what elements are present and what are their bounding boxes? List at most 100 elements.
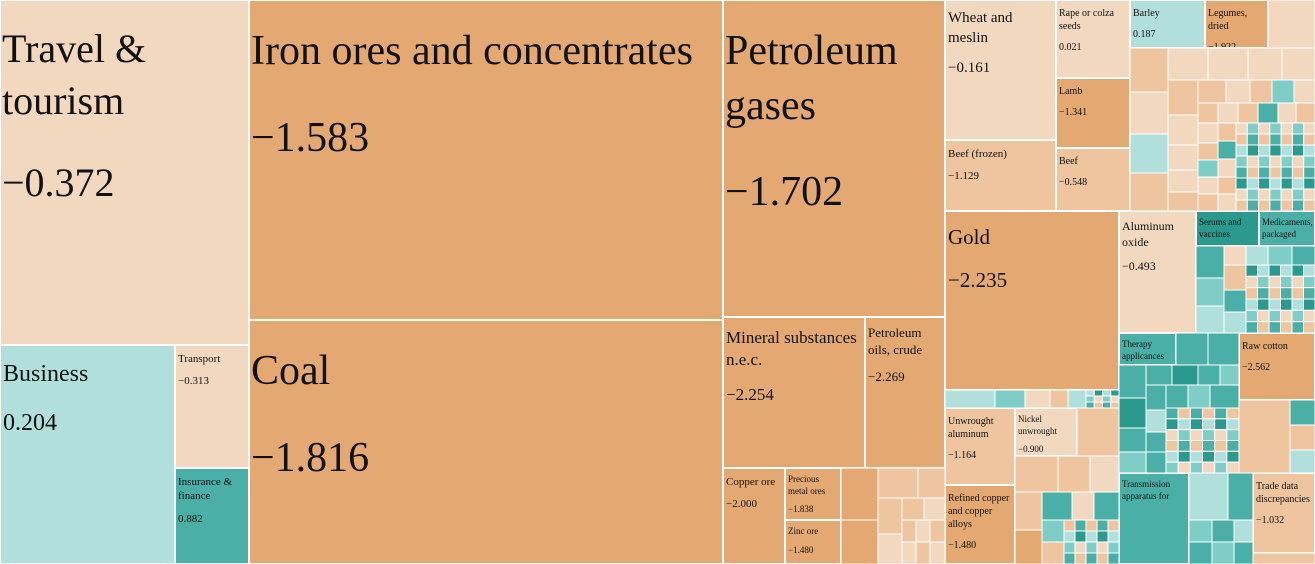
treemap-tile: Unwrought aluminum −1.164 [945, 408, 1015, 485]
treemap-tile: Coal −1.816 [249, 320, 723, 564]
mosaic-tile-0-1-1 [1246, 133, 1260, 146]
tile-value: −0.313 [178, 375, 209, 388]
treemap-tile: Petroleum gases −1.702 [723, 0, 945, 317]
mosaic-tile-0-2-0 [1235, 144, 1248, 157]
filler-tile-10 [1197, 79, 1227, 104]
tile-value: −2.254 [726, 385, 774, 405]
filler-tile-138 [1041, 519, 1065, 543]
filler-tile-28 [1197, 176, 1219, 195]
mosaic-tile-1-4-2 [1268, 309, 1281, 323]
mosaic-tile-5-0-3 [1096, 519, 1109, 532]
treemap-tile: Legumes, dried −1.922 [1205, 0, 1268, 48]
mosaic-tile-0-0-5 [1291, 122, 1305, 135]
tile-value: −0.900 [1018, 444, 1044, 455]
filler-tile-154 [901, 519, 917, 543]
mosaic-tile-0-0-0 [1235, 122, 1248, 135]
tile-value: −1.816 [251, 434, 370, 481]
filler-tile-148 [877, 467, 919, 499]
filler-tile-85 [1197, 364, 1221, 386]
filler-tile-132 [1089, 455, 1120, 493]
tile-label: Wheat and meslin [948, 10, 1013, 46]
mosaic-tile-5-3-1 [1074, 552, 1087, 564]
tile-value: −1.032 [1256, 515, 1285, 526]
tile-value: 0.882 [178, 512, 203, 525]
mosaic-tile-2-1-3 [1202, 418, 1216, 431]
filler-tile-14 [1293, 79, 1315, 104]
filler-tile-158 [915, 541, 931, 564]
mosaic-tile-5-3-4 [1107, 552, 1120, 564]
mosaic-tile-0-7-5 [1291, 199, 1305, 212]
mosaic-tile-0-4-3 [1269, 166, 1282, 179]
filler-tile-59 [1291, 245, 1315, 266]
mosaic-tile-0-4-2 [1258, 166, 1271, 179]
treemap-tile: Barley 0.187 [1130, 0, 1205, 48]
tile-value: −1.129 [948, 170, 979, 183]
mosaic-tile-2-3-1 [1177, 440, 1191, 452]
treemap-tile: Raw cotton −2.562 [1239, 333, 1315, 400]
mosaic-tile-1-1-5 [1303, 275, 1315, 289]
mosaic-tile-5-3-0 [1063, 552, 1076, 564]
tile-value: −0.548 [1059, 177, 1088, 188]
filler-tile-61 [1195, 305, 1225, 334]
mosaic-tile-4-1-2 [1102, 395, 1112, 403]
mosaic-tile-0-2-3 [1269, 144, 1282, 157]
filler-tile-25 [1197, 122, 1219, 144]
filler-tile-115 [1188, 519, 1213, 543]
tile-value: −0.493 [1122, 259, 1156, 274]
mosaic-tile-5-1-4 [1107, 530, 1120, 543]
mosaic-tile-0-3-2 [1258, 155, 1271, 168]
filler-tile-40 [1217, 158, 1237, 178]
tile-label: Trade data discrepancies [1256, 481, 1310, 505]
filler-tile-110 [1289, 399, 1315, 426]
filler-tile-91 [1145, 409, 1167, 433]
mosaic-tile-1-0-5 [1303, 264, 1315, 277]
treemap-tile: Transmission apparatus for [1119, 473, 1189, 564]
filler-tile-4 [1247, 47, 1283, 81]
filler-tile-23 [1277, 102, 1297, 124]
mosaic-tile-0-5-3 [1269, 177, 1282, 190]
filler-tile-147 [840, 519, 879, 564]
mosaic-tile-1-2-4 [1291, 287, 1304, 300]
filler-tile-57 [1245, 245, 1269, 266]
mosaic-tile-0-1-4 [1280, 133, 1293, 146]
filler-tile-150 [877, 497, 903, 535]
filler-tile-17 [1167, 169, 1199, 193]
filler-tile-83 [1145, 364, 1173, 386]
mosaic-tile-0-2-5 [1291, 144, 1305, 157]
mosaic-tile-4-2-3 [1110, 401, 1120, 409]
mosaic-tile-2-4-4 [1214, 450, 1228, 463]
mosaic-tile-5-1-1 [1074, 530, 1087, 543]
mosaic-tile-1-4-0 [1245, 309, 1258, 323]
mosaic-tile-0-2-1 [1246, 144, 1260, 157]
mosaic-tile-1-5-4 [1291, 321, 1304, 334]
mosaic-tile-1-1-3 [1280, 275, 1293, 289]
mosaic-tile-2-1-0 [1165, 418, 1179, 431]
filler-tile-55 [1195, 245, 1225, 279]
mosaic-tile-4-2-1 [1093, 401, 1103, 409]
mosaic-tile-0-7-6 [1303, 199, 1315, 212]
tile-value: 0.021 [1059, 42, 1082, 53]
mosaic-tile-2-0-5 [1226, 407, 1240, 420]
tile-label: Precious metal ores [788, 474, 826, 496]
filler-tile-7 [1129, 133, 1169, 174]
mosaic-tile-2-3-2 [1189, 440, 1204, 452]
tile-label: Beef [1059, 156, 1078, 167]
mosaic-tile-1-4-1 [1257, 309, 1270, 323]
filler-tile-15 [1167, 114, 1199, 146]
filler-tile-27 [1197, 159, 1219, 178]
filler-tile-142 [1041, 541, 1065, 564]
mosaic-tile-1-2-3 [1280, 287, 1293, 300]
filler-tile-21 [1237, 102, 1259, 124]
mosaic-tile-0-4-0 [1235, 166, 1248, 179]
mosaic-tile-0-6-2 [1258, 188, 1271, 201]
tile-value: 0.204 [3, 410, 57, 437]
filler-tile-45 [1217, 176, 1237, 195]
mosaic-tile-0-3-0 [1235, 155, 1248, 168]
tile-label: Coal [251, 348, 331, 394]
filler-tile-26 [1197, 142, 1219, 161]
filler-tile-1 [1129, 47, 1169, 93]
mosaic-tile-2-5-1 [1177, 461, 1191, 474]
mosaic-tile-5-0-1 [1074, 519, 1087, 532]
tile-value: 0.187 [1133, 29, 1156, 40]
